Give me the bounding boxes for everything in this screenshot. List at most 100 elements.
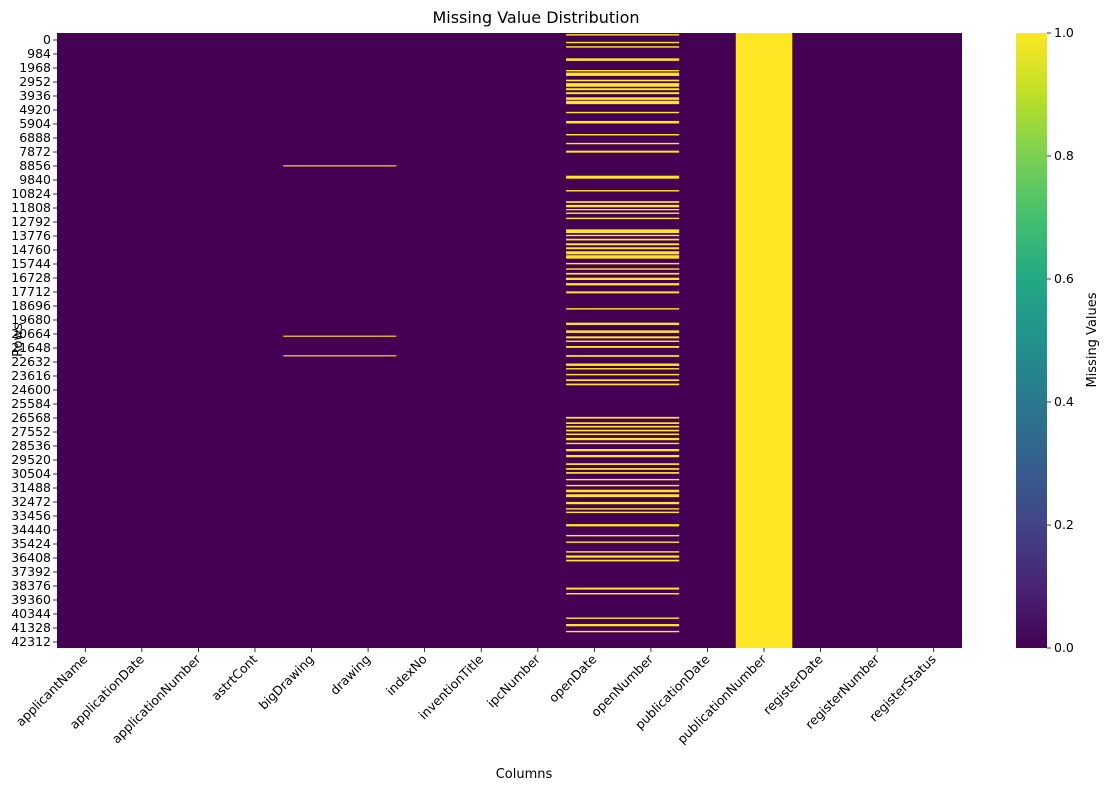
x-tick-label: astrtCont	[208, 651, 260, 703]
y-tick-label: 32472	[11, 494, 51, 509]
missing-band	[566, 101, 679, 104]
missing-band	[566, 512, 679, 513]
missing-band	[566, 479, 679, 480]
y-tick-label: 23616	[11, 368, 51, 383]
chart-title: Missing Value Distribution	[432, 8, 639, 27]
missing-band	[566, 255, 679, 258]
y-tick-label: 5904	[19, 116, 51, 131]
missing-band	[283, 336, 396, 337]
missing-band	[566, 235, 679, 236]
y-axis-label: Rows	[11, 323, 26, 357]
missing-band	[566, 92, 679, 94]
y-tick-label: 17712	[11, 284, 51, 299]
missing-band	[566, 190, 679, 191]
missing-band	[566, 58, 679, 61]
missing-band	[566, 555, 679, 557]
missing-band	[566, 535, 679, 536]
missing-band	[566, 80, 679, 82]
y-tick-label: 42312	[11, 634, 51, 649]
missing-band	[566, 346, 679, 348]
y-tick-label: 12792	[11, 214, 51, 229]
missing-band	[566, 355, 679, 357]
missing-band	[566, 278, 679, 280]
missing-band	[566, 143, 679, 144]
missing-band	[566, 239, 679, 241]
y-tick-label: 15744	[11, 256, 51, 271]
heatmap-background	[57, 33, 962, 648]
y-tick-label: 28536	[11, 438, 51, 453]
missing-band	[566, 426, 679, 428]
missing-band	[566, 112, 679, 113]
colorbar	[1016, 33, 1047, 648]
y-tick-label: 26568	[11, 410, 51, 425]
missing-band	[566, 88, 679, 90]
y-tick-label: 7872	[19, 144, 51, 159]
missing-band	[566, 434, 679, 436]
missing-band	[566, 468, 679, 470]
missing-band	[566, 83, 679, 87]
missing-band	[566, 472, 679, 474]
y-tick-label: 1968	[19, 60, 51, 75]
y-tick-label: 6888	[19, 130, 51, 145]
colorbar-tick-label: 0.8	[1054, 148, 1074, 163]
missing-band	[566, 588, 679, 590]
missing-band	[566, 463, 679, 465]
missing-band	[566, 541, 679, 542]
y-tick-label: 2952	[19, 74, 51, 89]
missing-band	[566, 330, 679, 333]
missing-band	[566, 263, 679, 264]
missing-band	[283, 355, 396, 356]
missing-band	[566, 384, 679, 386]
missing-band	[566, 201, 679, 203]
y-tick-label: 13776	[11, 228, 51, 243]
missing-band	[566, 508, 679, 509]
y-tick-label: 39360	[11, 592, 51, 607]
y-tick-label: 14760	[11, 242, 51, 257]
missing-band	[566, 46, 679, 47]
colorbar-label: Missing Values	[1085, 292, 1100, 387]
missing-band	[566, 374, 679, 375]
missing-band	[566, 121, 679, 124]
missing-band	[566, 593, 679, 594]
y-tick-label: 27552	[11, 424, 51, 439]
y-tick-label: 35424	[11, 536, 51, 551]
missing-band	[566, 624, 679, 626]
missing-band	[566, 323, 679, 325]
missing-band	[566, 485, 679, 486]
y-tick-label: 0	[43, 32, 51, 47]
y-tick-label: 41328	[11, 620, 51, 635]
missing-band	[566, 430, 679, 432]
y-tick-label: 37392	[11, 564, 51, 579]
x-tick-label: openDate	[546, 651, 600, 705]
missing-band	[566, 205, 679, 207]
missing-band	[566, 134, 679, 135]
missing-band	[566, 449, 679, 451]
colorbar-tick-label: 0.6	[1054, 271, 1074, 286]
y-tick-label: 8856	[19, 158, 51, 173]
y-tick-label: 4920	[19, 102, 51, 117]
y-tick-label: 31488	[11, 480, 51, 495]
missing-band	[566, 379, 679, 381]
missing-band	[566, 560, 679, 562]
y-tick-label: 34440	[11, 522, 51, 537]
missing-band	[566, 631, 679, 632]
missing-band	[566, 73, 679, 76]
y-tick-label: 36408	[11, 550, 51, 565]
y-tick-label: 10824	[11, 186, 51, 201]
y-tick-label: 24600	[11, 382, 51, 397]
y-tick-label: 38376	[11, 578, 51, 593]
missing-band	[566, 438, 679, 440]
missing-band	[566, 34, 679, 35]
missing-band	[566, 97, 679, 100]
missing-band	[566, 247, 679, 249]
missing-band	[566, 551, 679, 552]
colorbar-tick-label: 0.4	[1054, 394, 1074, 409]
missing-band	[566, 364, 679, 366]
y-tick-label: 40344	[11, 606, 51, 621]
y-tick-label: 984	[27, 46, 51, 61]
x-axis-ticks: applicantNameapplicationDateapplicationN…	[13, 648, 939, 747]
missing-band	[566, 176, 679, 179]
missing-band	[566, 229, 679, 233]
